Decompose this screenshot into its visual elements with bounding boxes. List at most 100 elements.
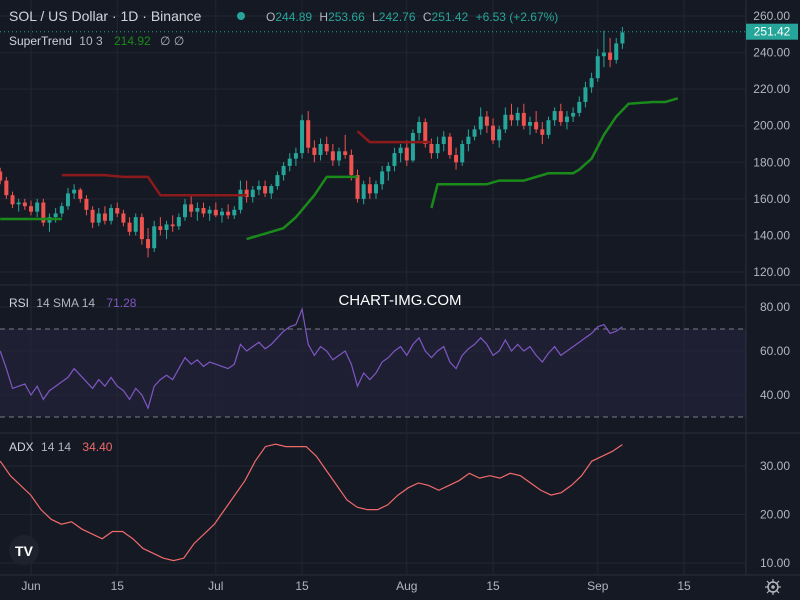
candle[interactable] <box>195 202 200 221</box>
candle[interactable] <box>232 206 237 219</box>
candle[interactable] <box>620 26 625 49</box>
candle[interactable] <box>133 213 138 236</box>
candle[interactable] <box>189 195 194 218</box>
candle[interactable] <box>201 202 206 218</box>
candle[interactable] <box>238 180 243 214</box>
candle[interactable] <box>552 107 557 126</box>
candle[interactable] <box>152 220 157 252</box>
rsi-legend[interactable]: RSI 14 SMA 14 71.28 <box>9 296 137 310</box>
candle[interactable] <box>10 191 15 208</box>
candle[interactable] <box>164 220 169 240</box>
candle[interactable] <box>478 107 483 135</box>
supertrend-legend[interactable]: SuperTrend 10 3 214.92 ∅ ∅ <box>9 34 184 48</box>
candle[interactable] <box>96 208 101 227</box>
candle[interactable] <box>435 136 440 159</box>
candle[interactable] <box>269 184 274 199</box>
candle[interactable] <box>558 103 563 126</box>
candle[interactable] <box>72 184 77 199</box>
candle[interactable] <box>84 195 89 216</box>
candle[interactable] <box>497 125 502 148</box>
candle[interactable] <box>65 187 70 210</box>
candle[interactable] <box>250 186 255 203</box>
candle[interactable] <box>380 165 385 190</box>
candle[interactable] <box>608 37 613 68</box>
candle[interactable] <box>176 213 181 230</box>
candle[interactable] <box>447 133 452 159</box>
candle[interactable] <box>417 116 422 141</box>
candle[interactable] <box>115 202 120 218</box>
candle[interactable] <box>454 147 459 170</box>
candle[interactable] <box>614 37 619 64</box>
candle[interactable] <box>503 107 508 134</box>
symbol-title[interactable]: SOL / US Dollar · 1D · Binance <box>9 8 202 24</box>
candle[interactable] <box>349 149 354 181</box>
candle[interactable] <box>564 111 569 130</box>
candle[interactable] <box>515 107 520 126</box>
candle[interactable] <box>361 180 366 205</box>
candle[interactable] <box>337 147 342 166</box>
candle[interactable] <box>158 217 163 236</box>
candle[interactable] <box>41 198 46 227</box>
candle[interactable] <box>244 180 249 203</box>
candle[interactable] <box>275 171 280 190</box>
candle[interactable] <box>601 30 606 68</box>
gear-icon[interactable] <box>765 579 781 595</box>
tradingview-logo[interactable]: TV <box>9 535 39 565</box>
candle[interactable] <box>29 200 33 216</box>
adx-legend[interactable]: ADX 14 14 34.40 <box>9 440 113 454</box>
candle[interactable] <box>256 180 261 196</box>
candle[interactable] <box>78 187 83 203</box>
candle[interactable] <box>139 213 144 245</box>
candle[interactable] <box>491 118 496 144</box>
candle[interactable] <box>460 140 465 166</box>
candle[interactable] <box>287 153 292 172</box>
candle[interactable] <box>22 198 27 210</box>
candle[interactable] <box>466 129 471 152</box>
candle[interactable] <box>170 215 175 232</box>
candle[interactable] <box>595 48 600 82</box>
candle[interactable] <box>35 198 40 218</box>
candle[interactable] <box>367 176 372 199</box>
candle[interactable] <box>183 198 188 221</box>
candle[interactable] <box>577 96 582 117</box>
candle[interactable] <box>386 162 391 181</box>
candle[interactable] <box>324 136 329 155</box>
candle[interactable] <box>90 206 95 229</box>
candle[interactable] <box>0 167 3 185</box>
candle[interactable] <box>213 202 218 218</box>
candle[interactable] <box>207 206 212 221</box>
candle[interactable] <box>343 134 348 159</box>
candle[interactable] <box>59 202 64 218</box>
candle[interactable] <box>219 208 224 223</box>
candle[interactable] <box>546 116 551 139</box>
candle[interactable] <box>583 81 588 108</box>
candle[interactable] <box>226 204 231 219</box>
candle[interactable] <box>102 206 107 225</box>
candle[interactable] <box>121 209 126 227</box>
candle[interactable] <box>441 131 446 152</box>
candle[interactable] <box>16 198 21 212</box>
candle[interactable] <box>4 176 9 199</box>
candle[interactable] <box>127 217 132 236</box>
candle[interactable] <box>527 116 532 135</box>
candle[interactable] <box>534 111 539 134</box>
candle[interactable] <box>109 204 114 225</box>
candle[interactable] <box>318 138 323 161</box>
candle[interactable] <box>521 103 526 130</box>
candle[interactable] <box>589 72 594 93</box>
candle[interactable] <box>312 140 317 163</box>
candle[interactable] <box>300 114 305 159</box>
candle[interactable] <box>373 180 378 199</box>
candle[interactable] <box>404 140 409 166</box>
candle[interactable] <box>293 147 298 166</box>
candle[interactable] <box>410 129 415 163</box>
candle[interactable] <box>306 111 311 154</box>
candle[interactable] <box>146 228 151 258</box>
candle[interactable] <box>392 147 397 172</box>
candle[interactable] <box>472 125 477 141</box>
candle[interactable] <box>571 107 576 123</box>
candle[interactable] <box>263 180 268 198</box>
candle[interactable] <box>484 111 489 134</box>
candle[interactable] <box>330 144 335 166</box>
candle[interactable] <box>281 162 286 181</box>
